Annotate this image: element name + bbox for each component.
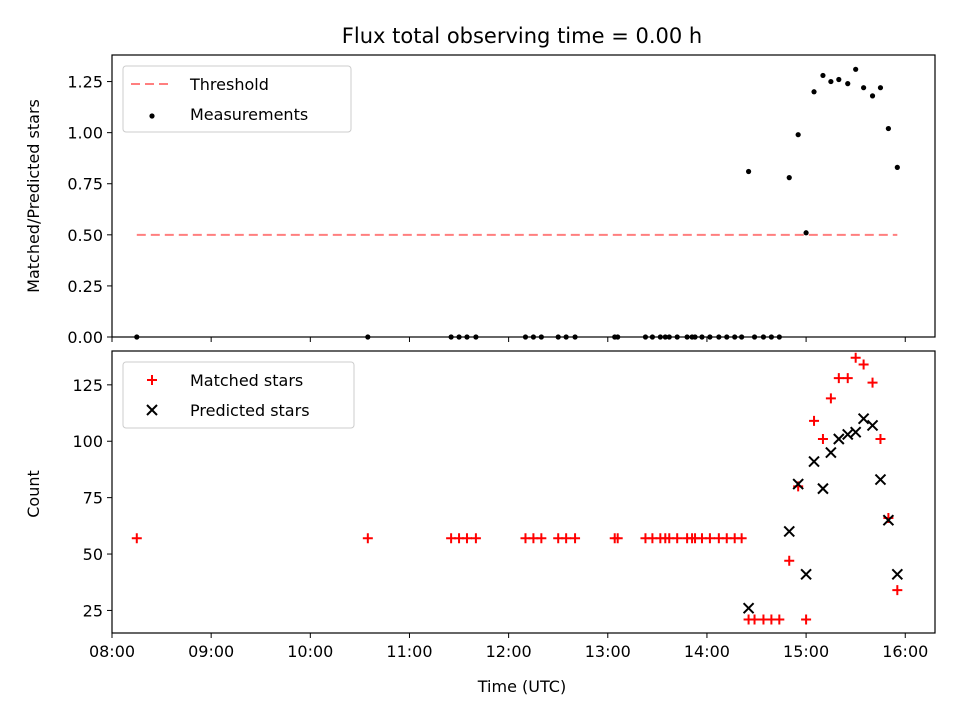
- y-tick-label: 0.75: [67, 175, 103, 194]
- y-tick-label: 0.25: [67, 277, 103, 296]
- y-tick-label: 50: [83, 545, 103, 564]
- measurement-point: [885, 125, 891, 132]
- matched-star-point: [612, 533, 623, 544]
- predicted-star-point: [742, 602, 755, 614]
- legend-label: Matched stars: [190, 371, 303, 390]
- matched-star-point: [131, 533, 142, 544]
- legend: Threshold Measurements: [122, 65, 352, 133]
- measurement-point: [853, 66, 859, 72]
- matched-star-point: [833, 373, 844, 384]
- legend-predicted-swatch: [146, 404, 158, 416]
- predicted-star-point: [857, 412, 870, 425]
- ratio-plot-area: 0.00 0.25 0.50 0.75 1.00 1.25 Threshold Measure…: [67, 54, 936, 347]
- matched-star-point: [850, 352, 861, 363]
- predicted-star-point: [891, 568, 904, 581]
- predicted-star-point: [808, 455, 820, 468]
- matched-star-point: [817, 433, 828, 444]
- y-axis-label-ratio: Matched/Predicted stars: [24, 99, 43, 293]
- matched-star-point: [461, 533, 472, 544]
- y-tick-label: 25: [83, 601, 103, 620]
- x-tick-label: 16:00: [882, 642, 928, 661]
- y-tick-label: 100: [72, 432, 103, 451]
- legend-label: Predicted stars: [190, 401, 310, 420]
- measurement-point: [861, 85, 867, 91]
- legend-label: Threshold: [189, 75, 269, 94]
- predicted-star-point: [817, 482, 829, 495]
- matched-star-point: [892, 585, 903, 596]
- matched-star-point: [536, 533, 547, 544]
- x-tick-label: 11:00: [386, 642, 432, 661]
- x-tick-label: 15:00: [783, 642, 829, 661]
- matched-star-point: [858, 359, 869, 370]
- matched-star-point: [561, 533, 572, 544]
- legend: Matched stars Predicted stars: [122, 361, 355, 429]
- axes-frame: [111, 54, 936, 338]
- predicted-star-point: [874, 473, 887, 486]
- matched-star-point: [470, 533, 481, 544]
- matched-star-point: [784, 555, 795, 566]
- measurement-point: [869, 93, 876, 99]
- matched-star-point: [809, 415, 820, 426]
- predicted-star-point: [792, 478, 804, 490]
- matched-star-point: [672, 533, 683, 544]
- measurement-point: [894, 164, 900, 170]
- legend-box: [122, 361, 355, 429]
- predicted-star-point: [783, 525, 795, 538]
- measurement-point: [836, 76, 842, 83]
- x-axis-label: Time (UTC): [477, 677, 566, 696]
- matched-star-point: [801, 614, 812, 625]
- x-tick-label: 08:00: [89, 642, 135, 661]
- legend-measurement-swatch: [149, 113, 155, 119]
- measurement-point: [811, 89, 817, 95]
- x-tick-label: 10:00: [287, 642, 333, 661]
- matched-star-point: [867, 377, 878, 388]
- measurement-point: [820, 72, 826, 79]
- x-tick-label: 12:00: [486, 642, 532, 661]
- matched-star-point: [570, 533, 581, 544]
- measurement-point: [803, 230, 809, 236]
- matched-star-point: [842, 373, 853, 384]
- matched-star-point: [825, 393, 836, 404]
- predicted-star-point: [800, 568, 812, 581]
- x-tick-label: 14:00: [684, 642, 730, 661]
- matched-star-point: [362, 533, 373, 544]
- matched-star-point: [749, 614, 760, 625]
- y-tick-label: 1.25: [67, 73, 103, 92]
- legend-label: Measurements: [190, 105, 308, 124]
- matched-star-point: [774, 614, 785, 625]
- x-tick-label: 13:00: [585, 642, 631, 661]
- y-tick-label: 125: [72, 376, 103, 395]
- predicted-star-point: [825, 446, 837, 459]
- measurement-point: [828, 78, 834, 85]
- y-tick-label: 75: [83, 489, 103, 508]
- measurement-point: [845, 81, 851, 87]
- predicted-star-point: [866, 419, 879, 432]
- y-tick-label: 1.00: [67, 124, 103, 143]
- predicted-star-point: [833, 433, 845, 445]
- x-tick-label: 09:00: [188, 642, 234, 661]
- y-tick-label: 0.00: [67, 328, 103, 347]
- measurement-point: [745, 168, 752, 175]
- measurement-point: [795, 132, 801, 138]
- legend-matched-swatch: [147, 375, 157, 385]
- chart-title: Flux total observing time = 0.00 h: [342, 24, 702, 48]
- predicted-star-point: [882, 514, 895, 526]
- y-axis-label-count: Count: [24, 470, 43, 518]
- matched-star-point: [736, 533, 747, 544]
- count-plot-area: 25 50 75 100 125 08:00 09:00 10:00 11:00 12:00 13:…: [72, 350, 936, 661]
- axes-frame: [111, 350, 936, 634]
- measurement-point: [877, 85, 884, 91]
- legend-box: [122, 65, 352, 133]
- measurement-point: [786, 175, 792, 181]
- matched-star-point: [875, 433, 886, 444]
- y-tick-label: 0.50: [67, 226, 103, 245]
- predicted-star-point: [849, 426, 862, 438]
- predicted-star-point: [842, 428, 854, 441]
- matched-star-point: [704, 533, 715, 544]
